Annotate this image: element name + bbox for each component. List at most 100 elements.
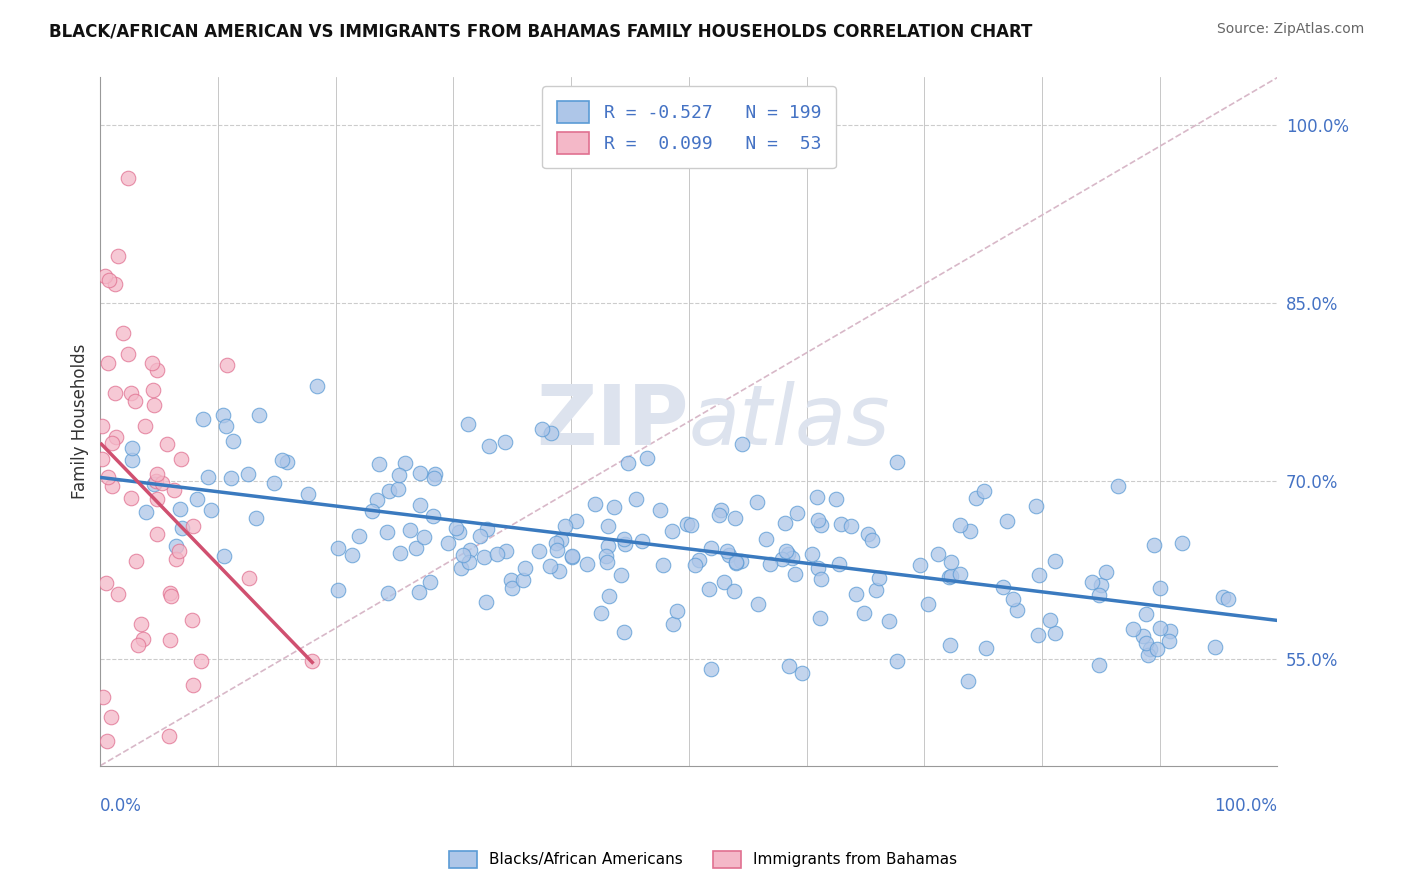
Point <box>121 453 143 467</box>
Point <box>328 582 350 597</box>
Point <box>91 451 114 466</box>
Point <box>276 455 298 469</box>
Point <box>150 475 173 490</box>
Point <box>1122 622 1144 636</box>
Point <box>1135 636 1157 650</box>
Point <box>662 617 685 632</box>
Point <box>342 549 364 563</box>
Point <box>104 277 127 291</box>
Point <box>758 558 780 572</box>
Point <box>1025 499 1047 513</box>
Point <box>191 412 214 426</box>
Point <box>501 582 523 596</box>
Point <box>117 171 139 186</box>
Point <box>183 678 205 692</box>
Point <box>723 584 745 599</box>
Point <box>806 490 828 504</box>
Point <box>617 456 640 470</box>
Point <box>247 409 270 423</box>
Point <box>1095 565 1118 579</box>
Point <box>527 544 550 558</box>
Point <box>170 452 193 467</box>
Point <box>1146 642 1168 657</box>
Point <box>648 503 671 517</box>
Point <box>423 467 446 481</box>
Text: atlas: atlas <box>689 381 890 462</box>
Point <box>546 542 568 557</box>
Point <box>778 547 800 561</box>
Point <box>107 587 129 601</box>
Point <box>547 564 569 578</box>
Point <box>494 435 516 450</box>
Point <box>927 547 949 561</box>
Point <box>127 638 149 652</box>
Point <box>181 518 204 533</box>
Point <box>135 505 157 519</box>
Point <box>301 654 323 668</box>
Point <box>437 536 460 550</box>
Point <box>830 517 852 532</box>
Point <box>1159 624 1181 639</box>
Point <box>724 556 747 570</box>
Point <box>807 561 830 575</box>
Point <box>375 525 398 540</box>
Point <box>540 425 562 440</box>
Point <box>146 492 169 507</box>
Point <box>828 558 851 572</box>
Point <box>624 492 647 507</box>
Point <box>141 356 163 370</box>
Point <box>613 532 636 546</box>
Point <box>956 673 979 688</box>
Point <box>215 418 238 433</box>
Point <box>91 690 114 705</box>
Point <box>387 482 409 496</box>
Point <box>949 518 972 533</box>
Point <box>938 570 960 584</box>
Point <box>531 422 554 436</box>
Point <box>991 580 1014 594</box>
Point <box>1090 578 1112 592</box>
Legend: R = -0.527   N = 199, R =  0.099   N =  53: R = -0.527 N = 199, R = 0.099 N = 53 <box>543 87 835 169</box>
Point <box>120 491 142 506</box>
Point <box>221 471 243 485</box>
Point <box>707 508 730 522</box>
Point <box>156 437 179 451</box>
Point <box>561 549 583 563</box>
Point <box>598 539 620 553</box>
Point <box>1088 657 1111 672</box>
Point <box>472 549 495 564</box>
Point <box>801 547 824 561</box>
Point <box>409 498 432 512</box>
Point <box>449 524 471 539</box>
Point <box>1143 538 1166 552</box>
Point <box>444 521 467 535</box>
Point <box>423 471 446 485</box>
Point <box>595 549 617 564</box>
Point <box>495 544 517 558</box>
Point <box>305 379 328 393</box>
Point <box>104 430 127 444</box>
Point <box>598 590 620 604</box>
Point <box>783 567 806 582</box>
Point <box>1132 629 1154 643</box>
Point <box>973 484 995 499</box>
Point <box>125 554 148 568</box>
Point <box>96 734 118 748</box>
Point <box>546 536 568 550</box>
Point <box>186 491 208 506</box>
Point <box>965 491 987 506</box>
Point <box>388 468 411 483</box>
Point <box>565 515 588 529</box>
Point <box>1081 574 1104 589</box>
Point <box>124 393 146 408</box>
Point <box>477 522 499 536</box>
Point <box>790 665 813 680</box>
Point <box>1212 590 1234 604</box>
Point <box>710 503 733 517</box>
Point <box>730 554 752 568</box>
Point <box>271 453 294 467</box>
Point <box>561 550 583 565</box>
Point <box>104 385 127 400</box>
Point <box>117 347 139 361</box>
Point <box>1043 626 1066 640</box>
